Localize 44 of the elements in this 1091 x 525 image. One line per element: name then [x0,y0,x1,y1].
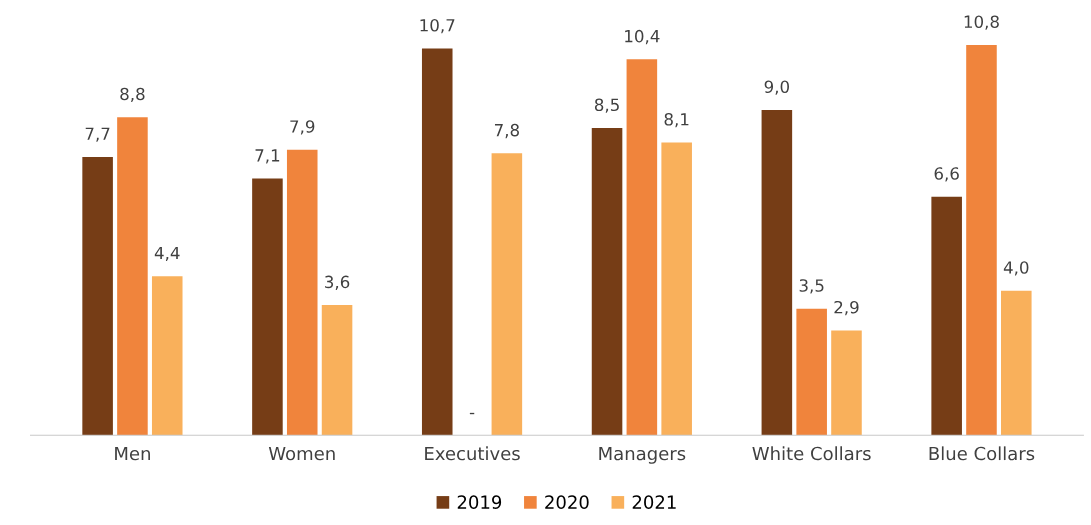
x-tick-label: Women [268,446,335,461]
bar [591,128,623,436]
data-label: 10,4 [625,29,660,45]
bar [626,59,658,436]
data-label: 10,8 [964,15,999,30]
x-tick-label: Executives [425,446,520,461]
x-tick-label: Blue Collars [929,446,1035,461]
x-tick-label: Managers [599,446,686,464]
bar [421,48,453,436]
x-tick-label: White Collars [752,446,871,461]
data-label: 3,6 [325,275,350,290]
data-label: 7,9 [290,120,315,135]
data-label: 2,9 [834,300,859,316]
bar [82,156,113,436]
data-label: 4,4 [154,246,180,262]
data-label: 7,8 [494,123,519,139]
data-label: 8,5 [594,98,619,113]
bar [661,142,692,436]
bar [117,117,148,436]
data-label: 6,6 [934,167,959,182]
bar [761,109,793,436]
bar [831,330,862,436]
bar [321,305,353,436]
data-label: 8,1 [664,112,689,128]
legend-label: 2021 [632,495,676,509]
data-label: 3,5 [799,279,824,294]
data-label: 9,0 [764,80,789,95]
bar [796,308,827,436]
bar [252,178,283,436]
bar [931,196,962,436]
bar [151,276,183,436]
data-label: 7,7 [85,127,110,142]
data-label: 7,1 [255,149,280,164]
data-label: 8,8 [120,87,145,102]
data-label: 10,7 [420,19,455,34]
bar [966,44,997,436]
legend-label: 2019 [457,495,502,509]
x-tick-label: Men [115,446,150,461]
text: - [469,412,475,415]
bar [491,153,523,436]
legend-label: 2020 [545,495,589,509]
bar [1001,290,1032,436]
bar [286,149,318,436]
data-label: 4,0 [1003,261,1029,276]
